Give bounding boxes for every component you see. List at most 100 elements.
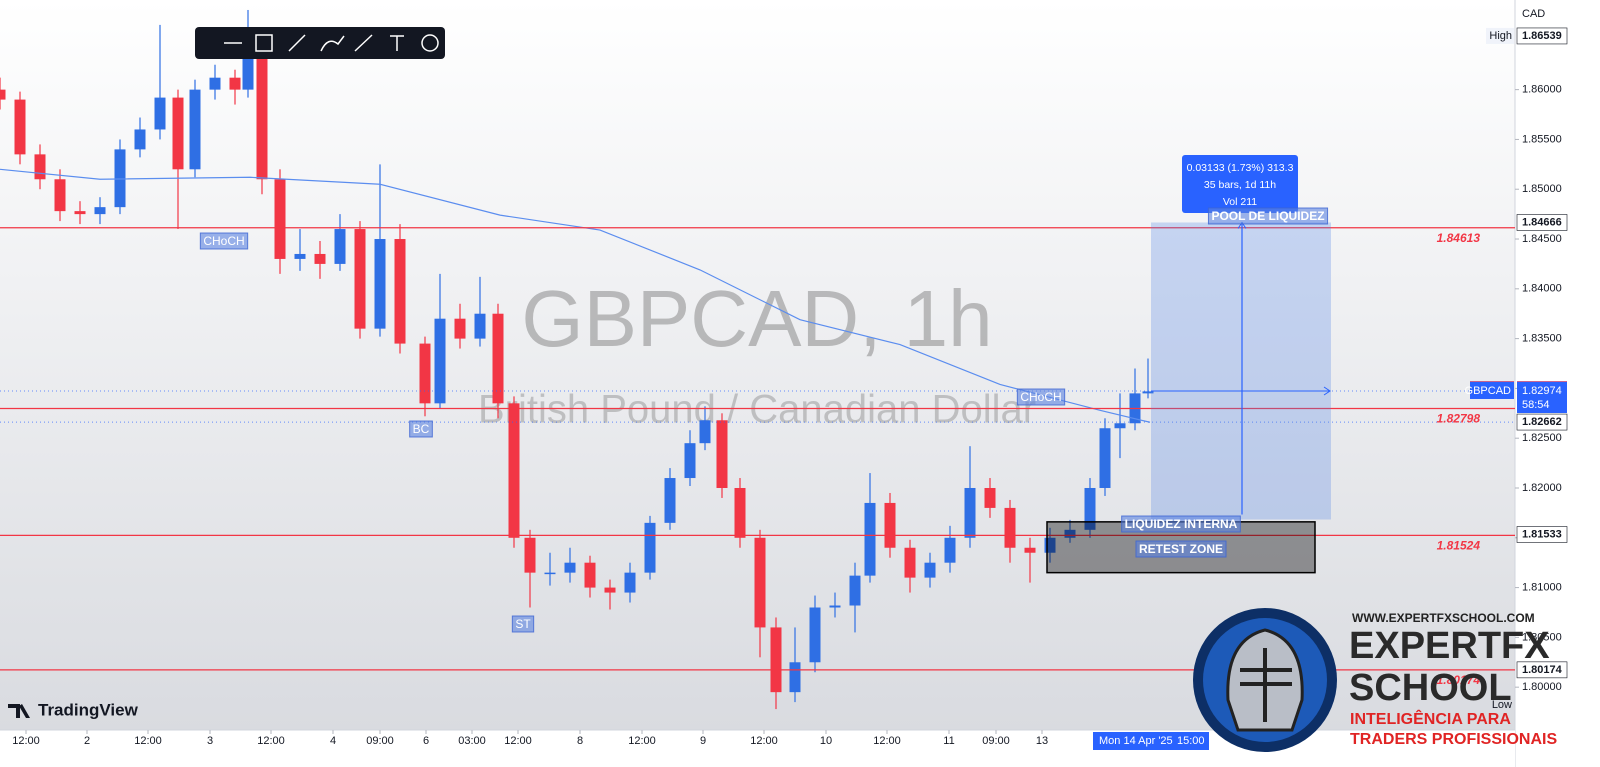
annotation-box xyxy=(199,232,249,250)
tool-rectangle[interactable] xyxy=(255,34,273,52)
crosshair-date: Mon 14 Apr '25 xyxy=(1099,735,1173,747)
candle-body xyxy=(294,253,306,259)
candle-body xyxy=(544,572,556,575)
candle-body xyxy=(1024,547,1036,553)
annotation-label: POOL DE LIQUIDEZ xyxy=(1211,209,1324,223)
currency-label: CAD xyxy=(1522,8,1545,20)
annotation-box xyxy=(1121,515,1241,533)
annotation-box xyxy=(409,420,433,438)
overlays: 1.84613 1.82798 1.81524 1.80174 0.03133 (1.7… xyxy=(199,155,1481,687)
x-tick-label: 12:00 xyxy=(873,735,901,747)
school-logo: WWW.EXPERTFXSCHOOL.COM EXPERTFX SCHOOL I… xyxy=(1193,608,1557,752)
candle-body xyxy=(864,502,876,576)
candle-body xyxy=(524,537,536,573)
brand-name: TradingView xyxy=(38,700,139,719)
price-badge xyxy=(1516,214,1568,231)
candle-body xyxy=(604,587,616,593)
x-tick-label: 13 xyxy=(1036,735,1048,747)
candle-body xyxy=(1084,487,1096,530)
candle-body xyxy=(419,343,431,404)
logo-url: WWW.EXPERTFXSCHOOL.COM xyxy=(1352,611,1535,625)
candle-body xyxy=(172,97,184,170)
crosshair-time: 15:00 xyxy=(1177,735,1205,747)
measure-text: 0.03133 (1.73%) 313.3 xyxy=(1187,162,1294,174)
price-badge-value: 1.86539 xyxy=(1522,30,1562,42)
x-tick-label: 12:00 xyxy=(257,735,285,747)
tool-ray[interactable] xyxy=(354,34,373,52)
annotation-label: RETEST ZONE xyxy=(1139,542,1223,556)
annotation-label: ST xyxy=(515,617,531,631)
y-tick-label: 1.83500 xyxy=(1522,333,1562,345)
y-tick-label: 1.80000 xyxy=(1522,681,1562,693)
annotation-box xyxy=(511,615,535,633)
x-tick-label: 8 xyxy=(577,735,583,747)
candle-body xyxy=(34,154,46,180)
crosshair-time-box xyxy=(1093,732,1209,750)
candle-body xyxy=(256,54,268,180)
candle-body xyxy=(114,149,126,208)
candle-body xyxy=(734,487,746,538)
brand: TradingView xyxy=(8,700,139,719)
level-label: 1.84613 xyxy=(1437,231,1481,245)
x-tick-label: 2 xyxy=(84,735,90,747)
candle-body xyxy=(984,487,996,508)
candle-body xyxy=(809,607,821,663)
candle-body xyxy=(94,207,106,215)
candle-body xyxy=(664,478,676,523)
price-badge xyxy=(1516,661,1568,679)
candle-body xyxy=(684,443,696,479)
tool-more[interactable] xyxy=(421,34,439,52)
x-tick-label: 09:00 xyxy=(366,735,394,747)
tool-text[interactable] xyxy=(390,35,404,51)
price-badge-name: High xyxy=(1489,30,1512,42)
tool-path[interactable] xyxy=(320,35,345,52)
low-label: Low xyxy=(1492,699,1512,711)
x-tick-label: 12:00 xyxy=(750,735,778,747)
candle-body xyxy=(770,627,782,693)
x-tick-label: 12:00 xyxy=(134,735,162,747)
level-label: 1.81524 xyxy=(1437,539,1481,553)
candle-body xyxy=(209,77,221,90)
candle-body xyxy=(454,318,466,339)
candle-body xyxy=(829,605,841,608)
x-tick-label: 3 xyxy=(207,735,213,747)
candle-body xyxy=(849,575,861,606)
candle-body xyxy=(789,662,801,693)
x-tick-label: 12:00 xyxy=(628,735,656,747)
plot xyxy=(0,9,1515,710)
y-tick-label: 1.81000 xyxy=(1522,581,1562,593)
candle-body xyxy=(134,129,146,150)
y-tick-label: 1.82500 xyxy=(1522,432,1562,444)
candle-body xyxy=(334,229,346,264)
candle-body xyxy=(474,313,486,339)
quote-name-box xyxy=(1470,382,1514,399)
candle-body xyxy=(354,229,366,329)
candle-body xyxy=(884,502,896,548)
candle-body xyxy=(624,572,636,593)
x-tick-label: 9 xyxy=(700,735,706,747)
logo-name: EXPERTFX xyxy=(1349,625,1550,667)
candle-body xyxy=(1099,428,1111,488)
candle-body xyxy=(274,179,286,259)
candle-body xyxy=(1004,507,1016,548)
candle-body xyxy=(189,89,201,170)
x-tick-label: 12:00 xyxy=(12,735,40,747)
price-badge xyxy=(1516,27,1568,45)
quote-box xyxy=(1517,382,1567,413)
x-tick-label: 03:00 xyxy=(458,735,486,747)
candle-body xyxy=(54,179,66,212)
candle-body xyxy=(716,420,728,488)
candle-body xyxy=(229,77,241,90)
candle-body xyxy=(14,99,26,155)
y-tick-label: 1.85500 xyxy=(1522,133,1562,145)
candle-body xyxy=(154,97,166,130)
x-tick-label: 11 xyxy=(943,735,954,747)
annotation-label: LIQUIDEZ INTERNA xyxy=(1125,517,1238,531)
annotation-box xyxy=(1207,207,1329,225)
x-tick-label: 4 xyxy=(330,735,336,747)
annotation-label: CHoCH xyxy=(203,234,244,248)
tool-trend-line[interactable] xyxy=(288,34,306,52)
logo-tagline: TRADERS PROFISSIONAIS xyxy=(1350,731,1557,748)
y-tick-label: 1.86000 xyxy=(1522,84,1562,96)
